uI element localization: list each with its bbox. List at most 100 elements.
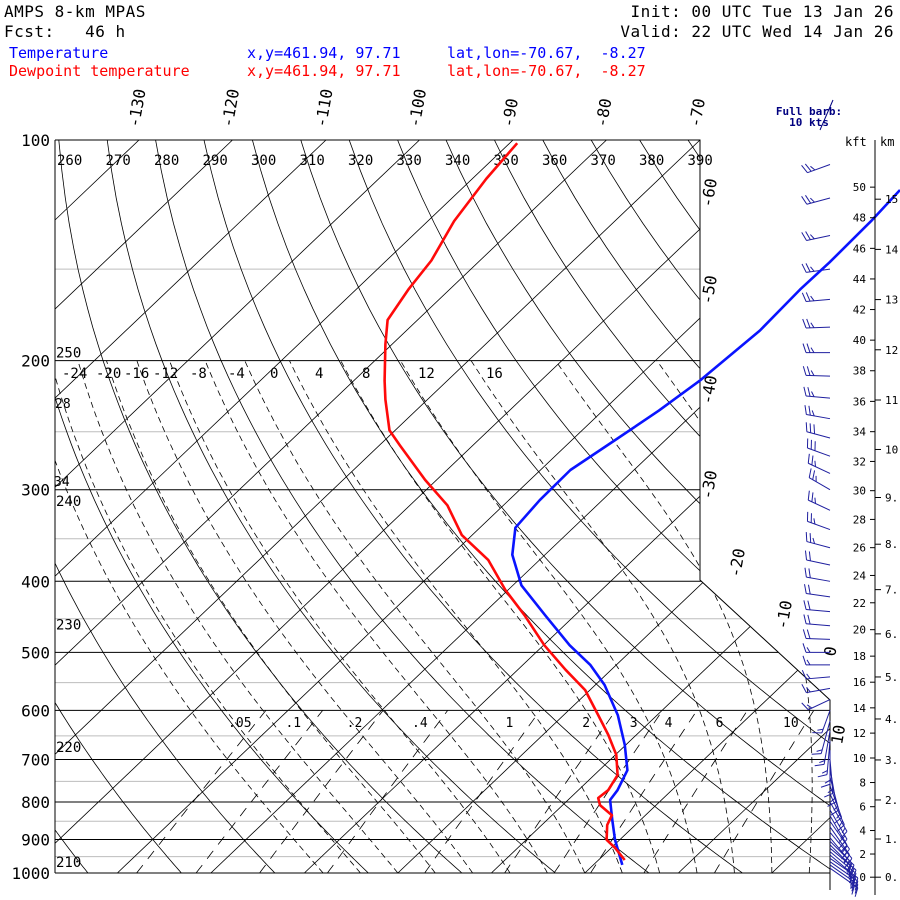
wind-barb — [801, 195, 831, 205]
dry-adiabat-label: 310 — [300, 153, 325, 169]
barb-feather — [804, 567, 807, 578]
dry-adiabat-line — [55, 140, 276, 873]
isotherm-line — [55, 140, 701, 873]
barb-staff — [806, 541, 831, 549]
isotherm-side-label: -60 — [697, 177, 721, 209]
barb-feather — [851, 882, 856, 892]
barb-feather — [806, 687, 811, 693]
barb-feather — [808, 551, 811, 561]
moist-adiabat-label: 8 — [362, 366, 370, 382]
wind-barb — [808, 468, 831, 491]
barb-staff — [829, 837, 853, 865]
kft-tick-label: 12 — [853, 727, 866, 740]
wind-barb — [804, 405, 831, 420]
barb-feather — [805, 292, 811, 302]
kft-tick-label: 32 — [853, 455, 866, 468]
barb-feather — [805, 263, 811, 273]
kft-tick-label: 10 — [853, 752, 866, 765]
kft-tick-label: 6 — [859, 801, 866, 814]
barb-feather — [840, 831, 848, 839]
barb-staff — [823, 730, 831, 765]
barb-staff — [820, 720, 831, 754]
barb-feather — [806, 673, 811, 679]
barb-feather — [840, 838, 848, 847]
isotherm-line — [55, 140, 514, 873]
barb-staff — [806, 431, 831, 439]
barb-feather — [809, 533, 812, 543]
barb-feather — [827, 801, 837, 807]
barb-feather — [846, 865, 852, 875]
barb-feather — [840, 844, 848, 853]
barb-feather — [807, 490, 810, 501]
legend-temperature-name: Temperature — [9, 44, 109, 62]
mixing-ratio-label: .05 — [228, 716, 251, 731]
isotherm-side-label: -50 — [697, 274, 721, 306]
barb-feather — [801, 702, 809, 711]
kft-tick-label: 42 — [853, 304, 866, 317]
barb-feather — [830, 809, 840, 816]
isotherm-label: -100 — [405, 87, 430, 128]
moist-adiabat-label: -24 — [62, 366, 87, 382]
barb-feather — [808, 568, 811, 578]
barb-feather — [814, 763, 825, 767]
moist-adiabat-line — [169, 360, 511, 873]
moist-adiabat-line — [244, 360, 586, 873]
moist-adiabat-label: 12 — [418, 366, 435, 382]
wind-barb — [829, 837, 853, 873]
mixing-ratio-label: 4 — [665, 716, 673, 731]
barb-feather — [801, 232, 807, 241]
kft-tick-label: 40 — [853, 334, 866, 347]
kft-tick-label: 30 — [853, 485, 866, 498]
isotherm-label: -90 — [498, 97, 522, 129]
kft-tick-label: 38 — [853, 365, 866, 378]
wind-barb — [801, 163, 831, 174]
barb-staff — [806, 197, 831, 205]
legend-dewpoint-coords: x,y=461.94, 97.71 — [247, 62, 401, 80]
mixing-ratio-label: .1 — [285, 716, 301, 731]
barb-feather — [824, 779, 831, 784]
moist-adiabat-line — [289, 360, 623, 873]
full-barb-label-2: 10 kts — [789, 116, 829, 129]
barb-feather — [839, 820, 844, 827]
isotherm-side-label: 0 — [820, 645, 840, 658]
barb-feather — [807, 614, 811, 625]
barb-feather — [804, 584, 807, 594]
barb-feather — [807, 600, 811, 611]
wind-barb — [802, 318, 831, 329]
dry-adiabat-label: 330 — [397, 153, 422, 169]
barb-feather — [804, 550, 808, 561]
mixing-ratio-label: 3 — [630, 716, 638, 731]
background-grid — [55, 140, 830, 873]
kft-tick-label: 20 — [853, 624, 866, 637]
moist-adiabat-left-label: 28 — [55, 397, 71, 412]
moist-adiabat-left-label: 34 — [54, 475, 70, 490]
kft-tick-label: 36 — [853, 395, 866, 408]
barb-feather — [843, 848, 850, 858]
barb-feather — [830, 797, 836, 803]
mixing-ratio-label: .2 — [347, 716, 363, 731]
wind-barb — [806, 438, 831, 457]
moist-adiabat-label: 0 — [270, 366, 278, 382]
wind-barb — [802, 366, 831, 377]
barb-feather — [806, 366, 811, 376]
moist-adiabat-label: -20 — [96, 366, 121, 382]
barb-feather — [807, 453, 810, 464]
kft-tick-label: 2 — [859, 848, 866, 861]
barb-feather — [811, 391, 815, 397]
barb-feather — [852, 876, 857, 886]
mixing-ratio-line — [553, 710, 663, 873]
barb-feather — [814, 460, 816, 467]
isotherm-line — [304, 140, 830, 873]
wind-barb — [802, 655, 830, 666]
init-time: Init: 00 UTC Tue 13 Jan 26 — [630, 2, 894, 21]
isotherm-label: -110 — [311, 87, 336, 128]
kft-tick-label: 16 — [853, 676, 866, 689]
dry-adiabat-line — [300, 140, 830, 873]
moist-adiabat-line — [136, 360, 473, 873]
km-tick-label: 12. — [885, 344, 900, 357]
barb-feather — [812, 470, 816, 480]
barb-feather — [804, 405, 807, 415]
barb-feather — [813, 518, 816, 525]
km-tick-label: 6. — [885, 628, 898, 641]
barb-feather — [849, 868, 855, 878]
